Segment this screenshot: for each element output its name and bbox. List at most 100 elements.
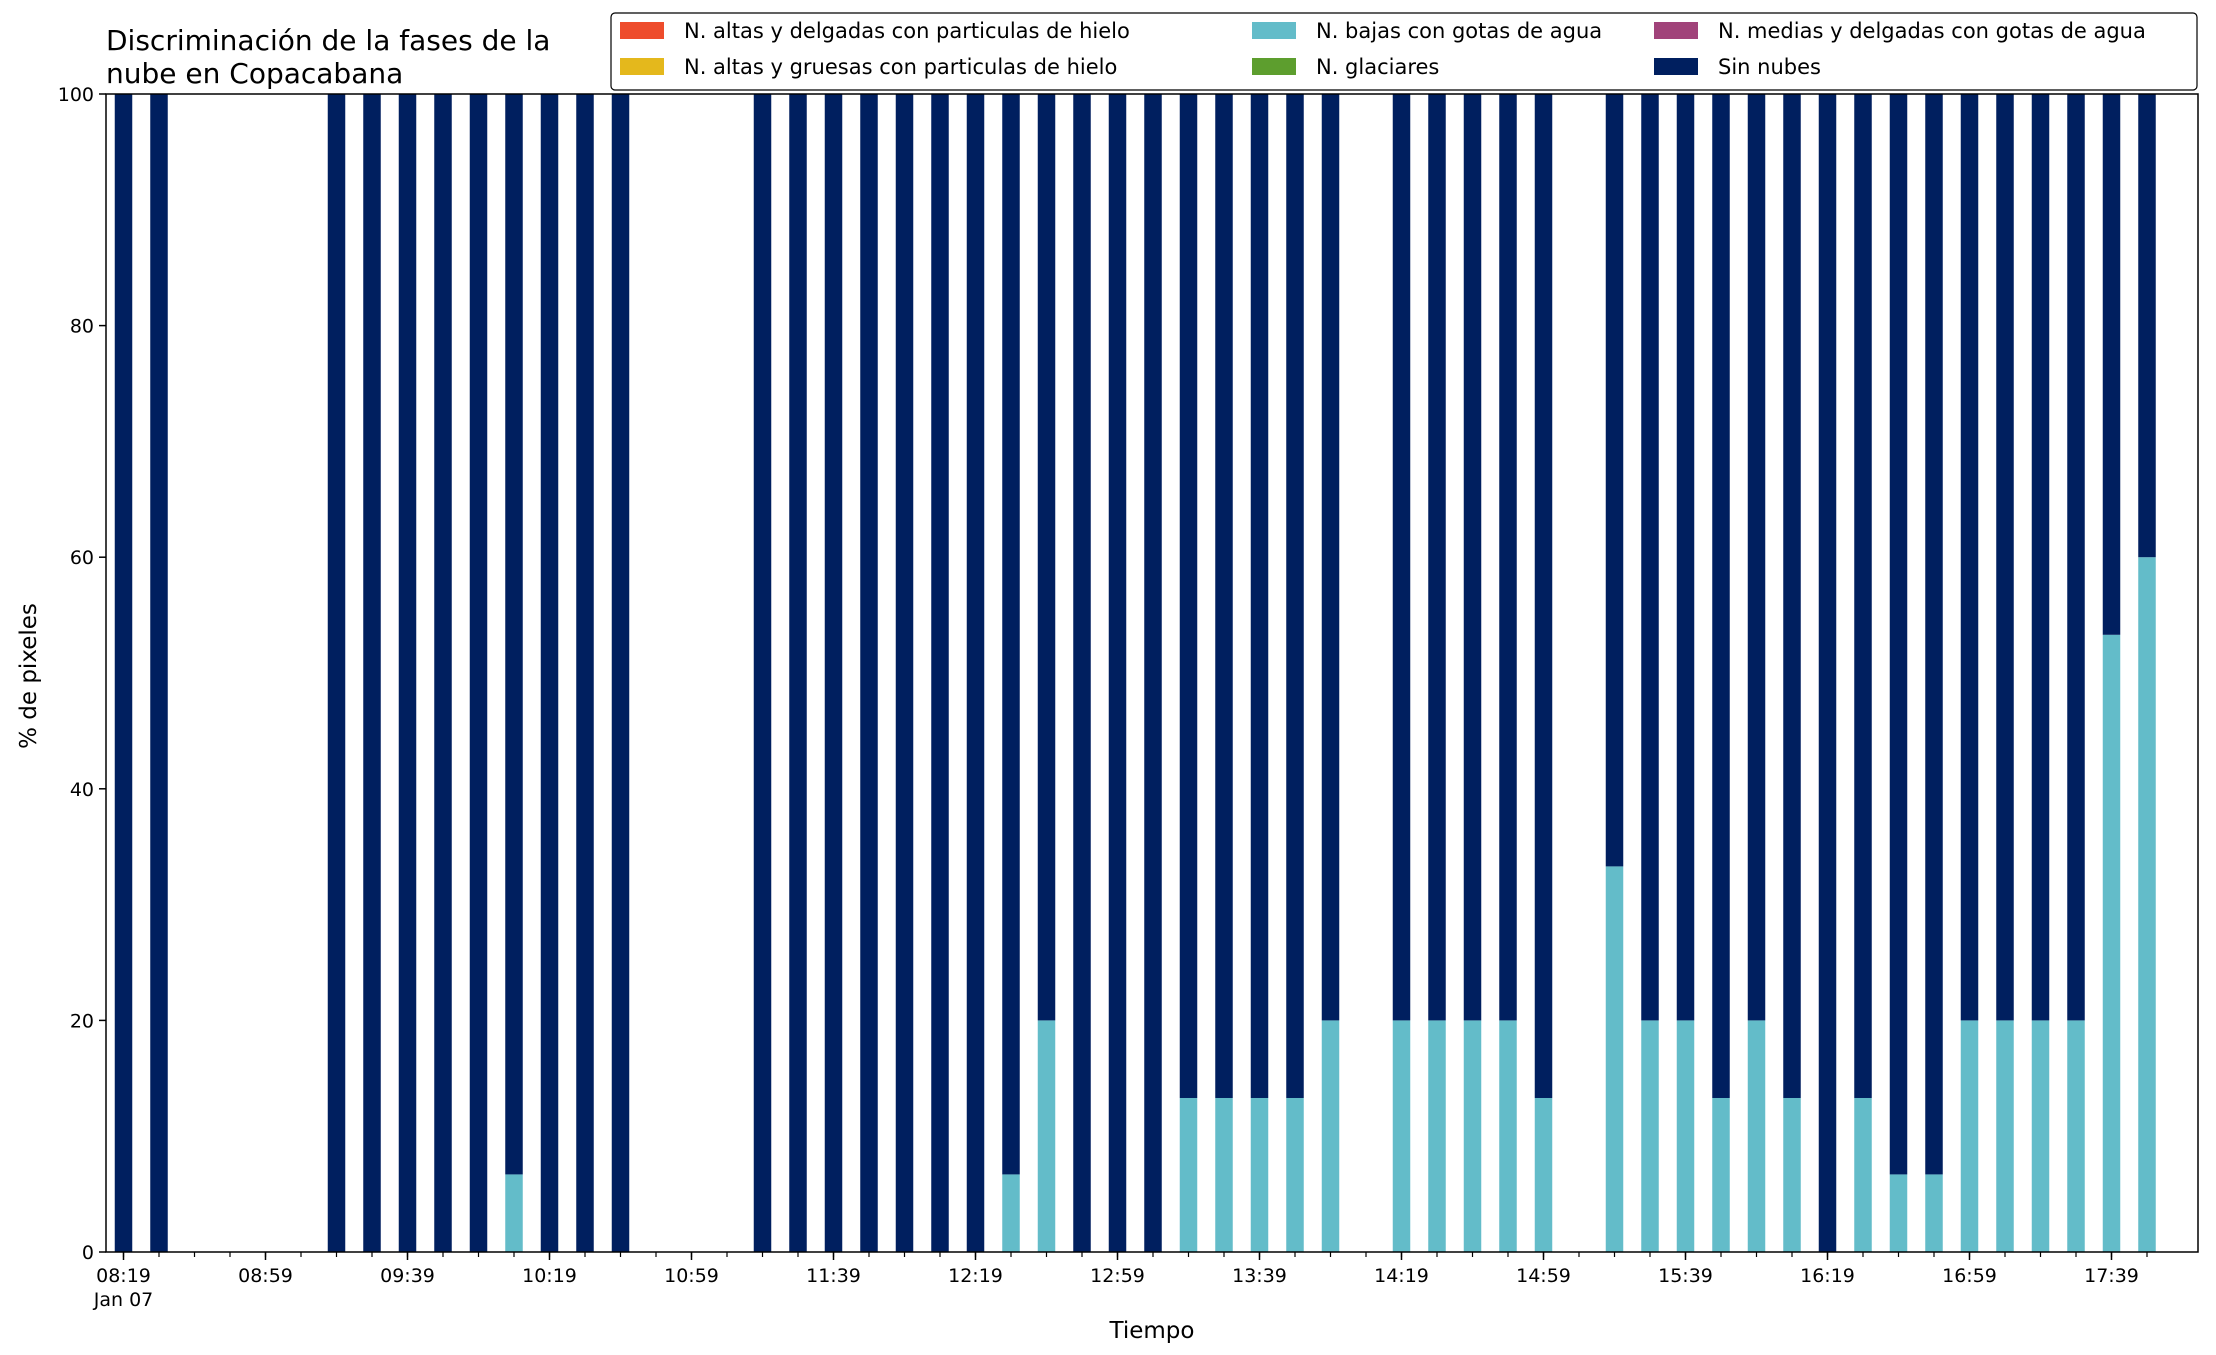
bar-clear-sky-50	[1889, 94, 1908, 1175]
bar-clear-sky-54	[2031, 94, 2050, 1021]
bar-clear-sky-20	[824, 94, 843, 1252]
bar-clear-sky-39	[1499, 94, 1517, 1021]
legend-swatch-5	[1654, 58, 1698, 75]
bar-clear-sky-40	[1534, 94, 1553, 1098]
bar-clear-sky-23	[931, 94, 949, 1252]
bar-clear-sky-13	[576, 94, 594, 1252]
bar-low-cloud-33	[1286, 1097, 1304, 1252]
bar-low-cloud-42	[1605, 866, 1624, 1252]
bar-low-cloud-32	[1250, 1097, 1269, 1252]
bar-clear-sky-19	[789, 94, 807, 1252]
bar-low-cloud-26	[1037, 1020, 1056, 1252]
y-tick-label-0: 0	[82, 1242, 94, 1264]
bar-clear-sky-11	[505, 94, 523, 1175]
bar-low-cloud-56	[2102, 634, 2121, 1252]
bar-clear-sky-51	[1925, 94, 1943, 1175]
bar-clear-sky-47	[1783, 94, 1801, 1098]
bar-clear-sky-7	[363, 94, 381, 1252]
legend-swatch-1	[620, 58, 664, 75]
bar-clear-sky-29	[1144, 94, 1162, 1252]
bar-clear-sky-56	[2102, 94, 2121, 635]
chart-title-line-2: nube en Copacabana	[106, 57, 403, 90]
bar-clear-sky-18	[753, 94, 772, 1252]
bar-clear-sky-27	[1073, 94, 1091, 1252]
x-tick-label-0: 08:19	[96, 1265, 151, 1287]
bar-low-cloud-44	[1676, 1020, 1695, 1252]
bar-low-cloud-34	[1321, 1020, 1340, 1252]
bar-low-cloud-49	[1854, 1097, 1872, 1252]
legend-label-5: Sin nubes	[1718, 55, 1821, 79]
x-tick-label-14: 17:39	[2084, 1265, 2139, 1287]
bar-clear-sky-9	[434, 94, 452, 1252]
bar-low-cloud-11	[505, 1174, 523, 1252]
bar-clear-sky-48	[1818, 94, 1837, 1252]
y-tick-label-60: 60	[70, 547, 94, 569]
bar-clear-sky-6	[327, 94, 346, 1252]
bar-low-cloud-30	[1179, 1097, 1198, 1252]
x-tick-sublabel: Jan 07	[93, 1289, 154, 1311]
bar-low-cloud-37	[1428, 1020, 1446, 1252]
legend-label-3: N. glaciares	[1316, 55, 1439, 79]
bar-low-cloud-45	[1712, 1097, 1730, 1252]
bar-low-cloud-40	[1534, 1097, 1553, 1252]
bar-clear-sky-21	[860, 94, 878, 1252]
bar-clear-sky-36	[1392, 94, 1411, 1021]
plot-frame	[105, 93, 2199, 1253]
y-tick-label-20: 20	[70, 1010, 94, 1032]
bar-clear-sky-57	[2138, 94, 2156, 558]
bar-low-cloud-54	[2031, 1020, 2050, 1252]
bar-clear-sky-10	[469, 94, 488, 1252]
bar-clear-sky-37	[1428, 94, 1446, 1021]
legend-label-2: N. bajas con gotas de agua	[1316, 19, 1602, 43]
bar-low-cloud-43	[1641, 1020, 1659, 1252]
plot-area: 0 20 40 60 80 100 08:19 08:59 09:39 10:19 10:59 11:…	[58, 84, 2199, 1311]
x-tick-label-10: 14:59	[1516, 1265, 1571, 1287]
bar-clear-sky-22	[895, 94, 914, 1252]
bar-low-cloud-31	[1215, 1097, 1233, 1252]
bar-clear-sky-32	[1250, 94, 1269, 1098]
bar-low-cloud-38	[1463, 1020, 1482, 1252]
legend-swatch-0	[620, 22, 664, 39]
x-tick-label-13: 16:59	[1942, 1265, 1997, 1287]
bar-clear-sky-34	[1321, 94, 1340, 1021]
x-axis-title: Tiempo	[1109, 1318, 1195, 1344]
bar-clear-sky-0	[114, 94, 133, 1252]
bar-clear-sky-38	[1463, 94, 1482, 1021]
bar-low-cloud-47	[1783, 1097, 1801, 1252]
x-tick-label-3: 10:19	[522, 1265, 577, 1287]
chart-title-line-1: Discriminación de la fases de la	[106, 24, 550, 57]
bar-low-cloud-51	[1925, 1174, 1943, 1252]
x-tick-label-2: 09:39	[380, 1265, 435, 1287]
bar-clear-sky-14	[611, 94, 630, 1252]
y-tick-label-40: 40	[70, 779, 94, 801]
bar-low-cloud-36	[1392, 1020, 1411, 1252]
bar-clear-sky-43	[1641, 94, 1659, 1021]
legend-box	[610, 12, 2198, 91]
bar-clear-sky-24	[966, 94, 985, 1252]
bar-clear-sky-55	[2067, 94, 2085, 1021]
y-tick-label-80: 80	[70, 316, 94, 338]
bar-clear-sky-25	[1002, 94, 1020, 1175]
x-tick-label-7: 12:59	[1090, 1265, 1145, 1287]
bar-low-cloud-39	[1499, 1020, 1517, 1252]
x-tick-label-9: 14:19	[1374, 1265, 1429, 1287]
x-tick-label-4: 10:59	[664, 1265, 719, 1287]
x-tick-label-5: 11:39	[806, 1265, 861, 1287]
bar-low-cloud-52	[1960, 1020, 1979, 1252]
legend-swatch-2	[1252, 22, 1296, 39]
x-tick-label-1: 08:59	[238, 1265, 293, 1287]
bar-clear-sky-31	[1215, 94, 1233, 1098]
bar-clear-sky-44	[1676, 94, 1695, 1021]
bar-clear-sky-45	[1712, 94, 1730, 1098]
bar-clear-sky-12	[540, 94, 559, 1252]
x-tick-label-8: 13:39	[1232, 1265, 1287, 1287]
legend: N. altas y delgadas con particulas de hi…	[610, 12, 2198, 91]
x-tick-label-6: 12:19	[948, 1265, 1003, 1287]
bar-clear-sky-52	[1960, 94, 1979, 1021]
bar-clear-sky-42	[1605, 94, 1624, 867]
bar-clear-sky-46	[1747, 94, 1766, 1021]
x-tick-label-11: 15:39	[1658, 1265, 1713, 1287]
bar-clear-sky-28	[1108, 94, 1127, 1252]
bar-clear-sky-30	[1179, 94, 1198, 1098]
